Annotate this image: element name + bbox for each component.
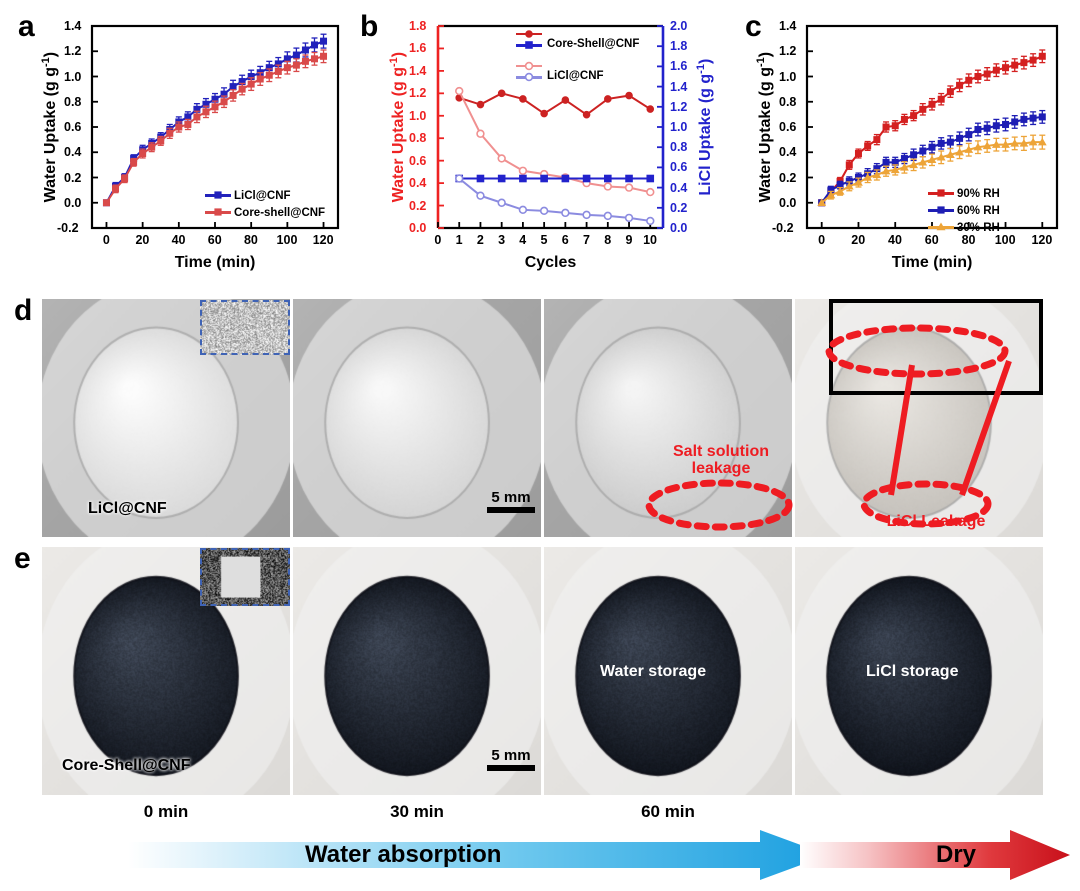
- water-absorption-arrow: [128, 830, 828, 880]
- plot-area-b: [436, 24, 665, 230]
- y-axis-title-a: Water Uptake (g g-1): [39, 51, 60, 203]
- plot-area-a: [90, 24, 340, 230]
- legend-label: LiCl@CNF: [547, 70, 604, 83]
- legend-swatch: [516, 61, 542, 70]
- y-axis-title-c: Water Uptake (g g-1): [754, 51, 775, 203]
- chart-panel-c: 0 20 40 60 80 100 120 -0.2 0.0 0.2 0.4 0.6 0.8 1.0 1.2…: [735, 0, 1080, 290]
- panel-e-photo-dry: [795, 547, 1043, 795]
- legend-swatch: [928, 189, 954, 197]
- panel-d-leakage-line1: Salt solution: [673, 443, 769, 460]
- panel-e-letter: e: [14, 542, 31, 575]
- legend-item-30% RH[interactable]: 30% RH: [928, 220, 1000, 235]
- x-axis-title-b: Cycles: [524, 254, 577, 271]
- legend-label: 30% RH: [957, 221, 1000, 234]
- chart-panel-b: 0 1 2 3 4 5 6 7 8 9 10 0.0 0.2 0.4 0.6 0.8 1.0 1.2 1.4 1.6 1…: [360, 0, 735, 290]
- legend-swatch: [516, 41, 542, 50]
- legend-a: LiCl@CNF Core-shell@CNF: [205, 188, 325, 222]
- water-absorption-label: Water absorption: [305, 841, 502, 868]
- legend-item-LiCl@CNF[interactable]: LiCl@CNF: [516, 61, 639, 88]
- legend-label: Core-Shell@CNF: [547, 38, 640, 51]
- legend-c: 90% RH 60% RH 30% RH: [928, 186, 1000, 237]
- panel-e-scalebar: 5 mm: [481, 747, 541, 771]
- legend-swatch: [928, 206, 954, 214]
- time-label-0min: 0 min: [143, 802, 189, 821]
- panel-b-letter: b: [360, 10, 379, 43]
- panel-d-inset-sem: [200, 300, 290, 355]
- dry-label: Dry: [936, 841, 977, 868]
- panel-e-water-storage-label: Water storage: [600, 663, 707, 680]
- legend-label: LiCl@CNF: [234, 189, 291, 202]
- panel-d-scalebar: 5 mm: [481, 489, 541, 513]
- legend-label: Core-shell@CNF: [234, 206, 326, 219]
- y-axis-title-right-b: LiCl Uptake (g g-1): [694, 58, 715, 196]
- legend-b: Core-Shell@CNF LiCl@CNF: [516, 30, 640, 97]
- legend-item-LiCl@CNF[interactable]: LiCl@CNF: [205, 188, 325, 203]
- panel-e-scalebar-line: [487, 765, 535, 771]
- legend-swatch: [928, 222, 954, 231]
- legend-label: 60% RH: [957, 204, 1000, 217]
- panel-d-sample-label: LiCl@CNF: [88, 500, 167, 517]
- panel-d-scalebar-label: 5 mm: [491, 489, 531, 506]
- series-LiCl@CNF water uptake: [455, 86, 655, 197]
- panel-d-photo-60min: [544, 299, 792, 537]
- panel-c-letter: c: [745, 10, 762, 43]
- time-label-30min: 30 min: [390, 802, 444, 821]
- y-axis-title-left-b: Water Uptake (g g-1): [387, 51, 408, 203]
- process-arrow-bar: [128, 830, 1070, 880]
- legend-swatch: [516, 72, 542, 82]
- x-axis-title-a: Time (min): [174, 254, 256, 271]
- legend-item-60% RH[interactable]: 60% RH: [928, 203, 1000, 218]
- panel-d-leakage-line2: leakage: [691, 459, 751, 477]
- legend-swatch: [205, 191, 231, 199]
- legend-item-Core-Shell@CNF[interactable]: Core-Shell@CNF: [516, 30, 640, 56]
- series-LiCl@CNF: [102, 33, 328, 207]
- legend-label: 90% RH: [957, 187, 1000, 200]
- panel-d-zoom-box: [829, 299, 1043, 395]
- dry-arrow: [800, 830, 1070, 880]
- panel-d-leakage-annotation: Salt solution leakage: [646, 443, 796, 478]
- legend-swatch: [205, 208, 231, 216]
- series-30% RH: [817, 134, 1047, 206]
- panel-d-licl-leakage-annotation: LiCl Leakage: [886, 513, 986, 530]
- panel-d-letter: d: [14, 294, 33, 327]
- panel-e-scalebar-label: 5 mm: [491, 747, 531, 764]
- panel-e-photo-30min: [293, 547, 541, 795]
- panel-e-inset-sem: [200, 548, 290, 606]
- panel-d-photo-30min: [293, 299, 541, 537]
- panel-a-letter: a: [18, 10, 35, 43]
- series-Core-shell@CNF: [102, 49, 328, 207]
- panel-e-sample-label: Core-Shell@CNF: [62, 757, 191, 774]
- plot-area-c: [805, 24, 1059, 230]
- x-axis-title-c: Time (min): [891, 254, 973, 271]
- panel-e-licl-storage-label: LiCl storage: [866, 663, 959, 680]
- time-label-60min: 60 min: [641, 802, 695, 821]
- series-LiCl@CNF LiCl uptake: [455, 174, 655, 226]
- legend-item-Core-shell@CNF[interactable]: Core-shell@CNF: [205, 205, 325, 220]
- series-Core-Shell@CNF water uptake: [455, 89, 655, 119]
- legend-item-90% RH[interactable]: 90% RH: [928, 186, 1000, 201]
- panel-d-scalebar-line: [487, 507, 535, 513]
- panel-e-photo-60min: [544, 547, 792, 795]
- legend-swatch: [516, 30, 542, 38]
- chart-panel-a: 0 20 40 60 80 100 120 -0.2 0.0 0.2 0.4 0.6 0.8 1.0 1.2…: [0, 0, 360, 290]
